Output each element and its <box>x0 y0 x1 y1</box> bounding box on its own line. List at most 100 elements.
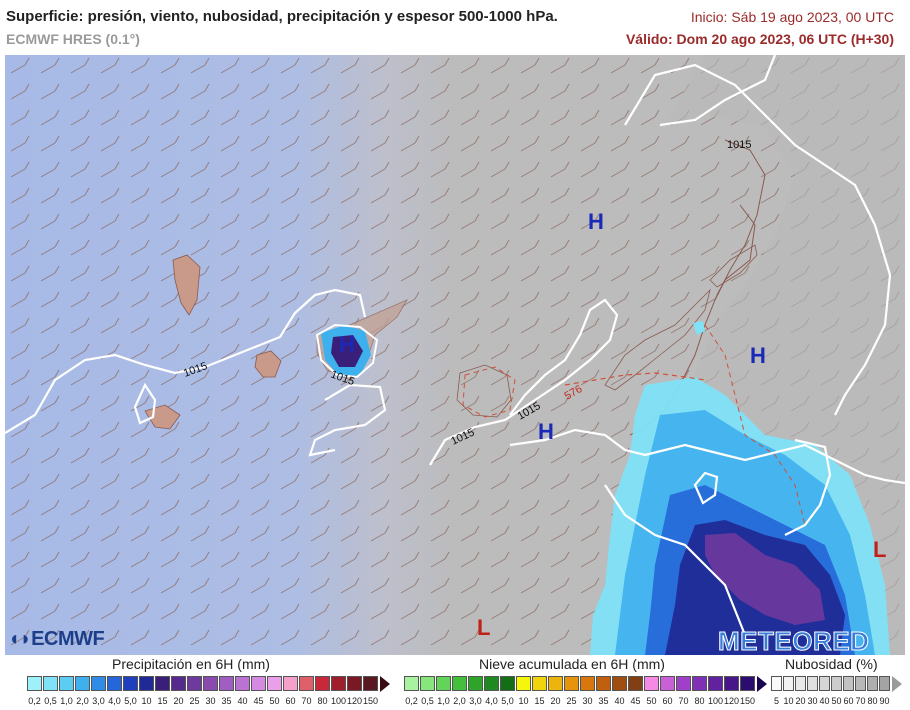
legend-color-box <box>500 676 515 691</box>
isolated-precip <box>693 321 705 335</box>
legend-tick-label: 2,0 <box>453 696 466 706</box>
legend-tick-label: 0,2 <box>405 696 418 706</box>
cloud-legend-title: Nubosidad (%) <box>785 656 878 672</box>
legend-color-box <box>564 676 579 691</box>
legend-color-box <box>43 676 58 691</box>
isobar-1015-southeast <box>604 484 747 636</box>
legend-tick-label: 100 <box>707 696 724 706</box>
legend-tick-label: 60 <box>285 696 296 706</box>
ecmwf-logo: ◖◗ECMWF <box>8 628 105 651</box>
isobar-1015-tenerife <box>315 323 379 379</box>
legend-color-box <box>251 676 266 691</box>
thickness-576-line <box>564 372 706 386</box>
legend-color-box <box>831 676 842 691</box>
isobar-1015-loop-east <box>784 438 832 536</box>
isobar-1015-east <box>509 428 905 485</box>
isobar-1015-ring <box>693 471 719 505</box>
isobar-label: 1015 <box>727 139 751 151</box>
high-pressure-marker: H <box>750 343 766 368</box>
low-pressure-marker: L <box>873 537 886 562</box>
legend-color-box <box>267 676 282 691</box>
legend-tick-label: 20 <box>795 696 806 706</box>
legend-tick-label: 100 <box>330 696 347 706</box>
legend-tick-label: 35 <box>598 696 609 706</box>
tenerife-precip-core <box>331 335 363 367</box>
legend-color-box <box>155 676 170 691</box>
la-gomera-island <box>254 350 282 378</box>
legend-tick-label: 10 <box>518 696 529 706</box>
legend-tick-label: 1,0 <box>437 696 450 706</box>
legend-color-box <box>580 676 595 691</box>
isobar-1015-loop-hierro <box>133 382 157 425</box>
legend-color-box <box>879 676 890 691</box>
legend-color-box <box>59 676 74 691</box>
legend-tick-label: 5 <box>773 696 780 706</box>
legend-tick-label: 120 <box>723 696 740 706</box>
legend-color-box <box>783 676 794 691</box>
legend-tick-label: 4,0 <box>108 696 121 706</box>
legend-color-box <box>867 676 878 691</box>
legend-color-box <box>644 676 659 691</box>
legend-color-box <box>331 676 346 691</box>
legend-tick-label: 0,2 <box>28 696 41 706</box>
legend-color-box <box>795 676 806 691</box>
legend-tick-label: 30 <box>582 696 593 706</box>
legend-color-box <box>484 676 499 691</box>
legend-color-box <box>203 676 218 691</box>
legend-color-box <box>283 676 298 691</box>
legend-tick-label: 50 <box>831 696 842 706</box>
legend-color-box <box>807 676 818 691</box>
legend-tick-label: 10 <box>783 696 794 706</box>
legend-color-box <box>315 676 330 691</box>
legend-color-box <box>420 676 435 691</box>
thickness-576-ring <box>462 366 516 418</box>
init-time: Inicio: Sáb 19 ago 2023, 00 UTC <box>690 9 894 25</box>
legend-color-box <box>596 676 611 691</box>
legend-tick-label: 15 <box>534 696 545 706</box>
precip-area-max <box>705 533 825 625</box>
legend-tick-label: 40 <box>614 696 625 706</box>
valid-time: Válido: Dom 20 ago 2023, 06 UTC (H+30) <box>625 31 894 47</box>
legend-color-box <box>299 676 314 691</box>
legend-tick-label: 5,0 <box>501 696 514 706</box>
legend-tick-label: 80 <box>694 696 705 706</box>
legend-end-arrow <box>380 676 390 692</box>
legend-tick-label: 45 <box>630 696 641 706</box>
model-name: ECMWF HRES (0.1°) <box>6 31 140 47</box>
legend-tick-label: 25 <box>189 696 200 706</box>
legend-tick-label: 50 <box>269 696 280 706</box>
legend-tick-label: 0,5 <box>421 696 434 706</box>
legend-tick-label: 35 <box>221 696 232 706</box>
legend-tick-label: 20 <box>173 696 184 706</box>
legend-tick-label: 70 <box>301 696 312 706</box>
ecmwf-logo-text: ECMWF <box>31 628 105 650</box>
legend-tick-label: 150 <box>362 696 379 706</box>
isobar-1015-south <box>308 383 387 457</box>
legend-tick-label: 2,0 <box>76 696 89 706</box>
legend-tick-label: 30 <box>205 696 216 706</box>
legend-tick-label: 25 <box>566 696 577 706</box>
weather-map[interactable]: 1015 1015 1015 1015 1015 576 H H H H L L <box>5 55 905 655</box>
legend-tick-label: 30 <box>807 696 818 706</box>
gran-canaria-island <box>456 364 512 418</box>
legend-tick-label: 70 <box>855 696 866 706</box>
legend-tick-label: 50 <box>646 696 657 706</box>
legend-tick-label: 15 <box>157 696 168 706</box>
legend-color-box <box>628 676 643 691</box>
isobar-1015-north <box>624 63 892 416</box>
legend-color-box <box>532 676 547 691</box>
legend-tick-label: 80 <box>317 696 328 706</box>
legend-tick-label: 60 <box>662 696 673 706</box>
cloud-legend-scale <box>771 676 902 692</box>
legend-end-arrow <box>757 676 767 692</box>
ecmwf-logo-icon: ◖◗ <box>8 628 32 650</box>
legend-color-box <box>612 676 627 691</box>
legend-color-box <box>27 676 42 691</box>
legend-color-box <box>107 676 122 691</box>
legend-tick-label: 10 <box>141 696 152 706</box>
legend-tick-label: 5,0 <box>124 696 137 706</box>
legend-color-box <box>468 676 483 691</box>
legend-color-box <box>75 676 90 691</box>
precip-legend: Precipitación en 6H (mm) 0,2 0,5 1,0 2,0 3,0… <box>27 656 397 710</box>
fuerteventura-island <box>604 288 711 391</box>
